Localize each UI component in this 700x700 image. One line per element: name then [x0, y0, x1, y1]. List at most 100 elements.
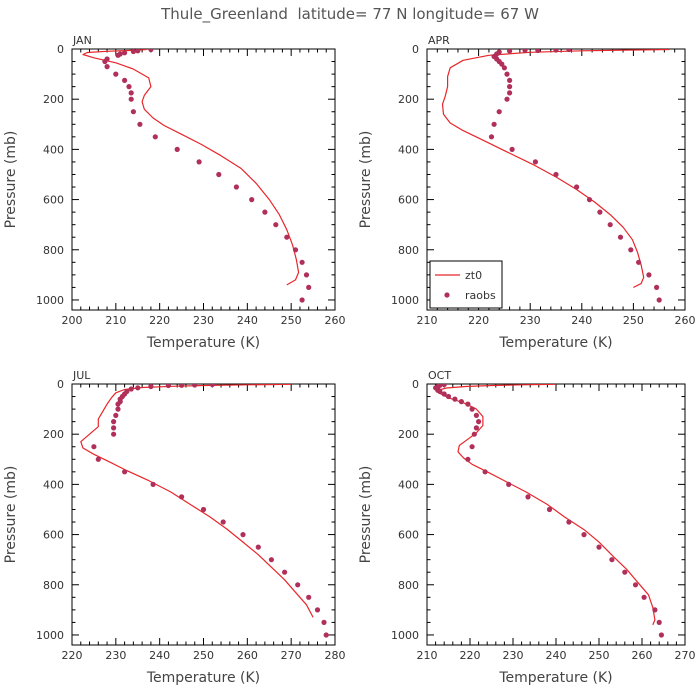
data-point-raobs	[441, 391, 447, 397]
data-point-raobs	[509, 146, 515, 152]
data-point-raobs	[491, 121, 497, 127]
y-tick-label: 400	[43, 478, 64, 491]
data-point-raobs	[496, 109, 502, 115]
data-point-raobs	[115, 52, 121, 58]
data-point-raobs	[249, 197, 255, 203]
x-axis-label: Temperature (K)	[498, 335, 612, 351]
y-tick-label: 800	[43, 244, 64, 257]
data-point-raobs	[553, 171, 559, 178]
y-tick-label: 1000	[391, 294, 419, 307]
y-axis-label: Pressure (mb)	[3, 466, 19, 564]
data-point-raobs	[130, 49, 136, 55]
x-tick-label: 210	[417, 649, 438, 662]
data-point-raobs	[282, 569, 288, 575]
legend-marker-swatch	[444, 292, 450, 298]
data-point-raobs	[499, 61, 505, 67]
panel-oct: 210 220 230 240 250 260 270 0 200 400 600 800 1000 Te…	[358, 369, 696, 686]
y-axis-label: Pressure (mb)	[358, 466, 374, 564]
data-point-raobs	[200, 506, 207, 513]
x-tick-label: 260	[632, 649, 653, 662]
data-point-raobs	[506, 481, 512, 487]
y-tick-label: 200	[43, 428, 64, 441]
y-tick-label: 200	[398, 428, 419, 441]
data-point-raobs	[617, 234, 624, 240]
panel-title: JAN	[72, 34, 92, 47]
data-point-raobs	[122, 50, 128, 56]
figure-title: Thule_Greenland latitude= 77 N longitude…	[160, 5, 539, 24]
x-tick-label: 220	[149, 314, 170, 327]
x-tick-label: 260	[237, 649, 258, 662]
data-point-raobs	[488, 134, 495, 140]
series-line-zt0	[441, 49, 670, 288]
data-point-raobs	[128, 90, 134, 96]
y-tick-label: 800	[398, 244, 419, 257]
data-point-raobs	[546, 506, 553, 513]
data-point-raobs	[458, 399, 464, 405]
data-point-raobs	[111, 431, 117, 437]
panel-jan: 200 210 220 230 240 250 260 0 200 400 600 800 1000 Te…	[3, 34, 346, 351]
panel-title: JUL	[72, 369, 91, 382]
y-tick-label: 200	[43, 93, 64, 106]
x-axis-label: Temperature (K)	[498, 670, 612, 686]
y-tick-label: 600	[398, 194, 419, 207]
data-point-raobs	[115, 406, 121, 412]
data-point-raobs	[445, 393, 452, 400]
y-tick-label: 1000	[391, 629, 419, 642]
x-tick-label: 230	[193, 314, 214, 327]
data-point-raobs	[574, 184, 580, 190]
data-point-raobs	[507, 84, 513, 90]
y-tick-label: 0	[57, 378, 64, 391]
data-point-raobs	[216, 171, 222, 178]
panel-title: APR	[428, 34, 450, 47]
data-point-raobs	[240, 532, 246, 538]
data-point-raobs	[609, 557, 615, 563]
x-tick-label: 250	[281, 314, 302, 327]
data-point-raobs	[122, 77, 128, 83]
x-tick-label: 220	[62, 649, 83, 662]
data-point-raobs	[295, 582, 301, 588]
data-point-raobs	[130, 109, 136, 115]
x-tick-label: 240	[149, 649, 170, 662]
y-tick-label: 800	[398, 579, 419, 592]
data-point-raobs	[104, 64, 110, 70]
data-point-raobs	[113, 412, 119, 418]
data-point-raobs	[476, 419, 482, 425]
data-point-raobs	[656, 619, 662, 626]
y-axis-label: Pressure (mb)	[3, 131, 19, 229]
x-axis-label: Temperature (K)	[146, 670, 260, 686]
data-point-raobs	[321, 619, 327, 626]
data-point-raobs	[437, 388, 443, 395]
x-tick-label: 250	[623, 314, 644, 327]
data-point-raobs	[111, 425, 117, 431]
x-tick-label: 240	[237, 314, 258, 327]
x-tick-label: 260	[325, 314, 346, 327]
data-point-raobs	[465, 456, 471, 462]
data-point-raobs	[482, 469, 488, 475]
data-point-raobs	[622, 569, 628, 575]
data-point-raobs	[323, 632, 329, 638]
data-point-raobs	[566, 49, 572, 53]
data-point-raobs	[299, 259, 305, 265]
x-tick-label: 210	[105, 314, 126, 327]
legend-label: raobs	[465, 289, 496, 302]
plot-area	[80, 384, 329, 638]
x-tick-label: 220	[460, 649, 481, 662]
data-point-raobs	[179, 494, 185, 500]
data-point-raobs	[135, 385, 141, 391]
x-tick-label: 230	[503, 649, 524, 662]
series-line-zt0	[82, 49, 300, 286]
plot-area	[82, 49, 312, 303]
x-tick-label: 230	[520, 314, 541, 327]
y-tick-label: 600	[398, 529, 419, 542]
panel-title: OCT	[428, 369, 451, 382]
data-point-raobs	[501, 65, 507, 71]
plot-area	[441, 49, 670, 303]
data-point-raobs	[128, 386, 134, 392]
data-point-raobs	[220, 519, 226, 525]
x-axis-label: Temperature (K)	[146, 335, 260, 351]
y-tick-label: 0	[412, 378, 419, 391]
data-point-raobs	[628, 247, 634, 253]
data-point-raobs	[113, 71, 119, 77]
data-point-raobs	[532, 159, 539, 165]
data-point-raobs	[91, 444, 97, 450]
